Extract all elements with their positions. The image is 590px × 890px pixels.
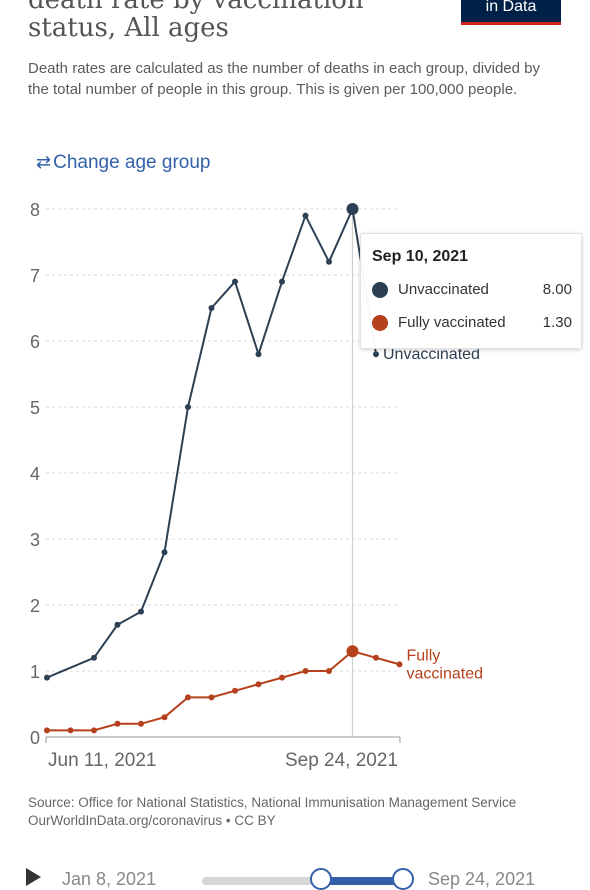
source-text: Source: Office for National Statistics, …: [28, 795, 517, 810]
timeline-track[interactable]: [202, 877, 412, 885]
data-point: [161, 714, 168, 721]
data-point: [302, 668, 309, 674]
y-tick-label: 3: [30, 530, 40, 550]
timeline-slider[interactable]: Jan 8, 2021 Sep 24, 2021: [0, 862, 590, 890]
data-point: [114, 720, 121, 727]
series-color-dot: [372, 282, 388, 298]
data-point: [161, 549, 168, 556]
timeline-selected-range[interactable]: [320, 877, 402, 885]
data-point: [255, 681, 262, 688]
data-point: [67, 727, 74, 734]
y-tick-label: 6: [30, 332, 40, 352]
tooltip-series-name: Fully vaccinated: [398, 314, 506, 331]
data-point: [279, 674, 285, 681]
x-tick-label: Jun 11, 2021: [48, 750, 156, 771]
data-point: [232, 278, 238, 285]
chart-source: Source: Office for National Statistics, …: [28, 794, 548, 830]
change-age-group-button[interactable]: ⇄ Change age group: [36, 152, 211, 174]
tooltip-row-fully-vaccinated: Fully vaccinated 1.30: [372, 314, 572, 334]
play-icon[interactable]: [26, 868, 41, 886]
data-point: [326, 258, 332, 265]
y-tick-label: 2: [30, 596, 40, 616]
data-point: [302, 212, 309, 219]
series-label: Fully vaccinated: [407, 647, 484, 682]
x-tick-label: Sep 24, 2021: [285, 750, 398, 771]
timeline-start-handle[interactable]: [310, 868, 332, 890]
data-point: [326, 668, 332, 674]
data-point: [208, 305, 215, 311]
tooltip-series-value: 1.30: [542, 314, 572, 331]
line-chart[interactable]: 0 1 2 3 4 5 6 7 8 Jun 11, 2021 Sep 24, 2021 Unvacci…: [0, 195, 590, 785]
tooltip-row-unvaccinated: Unvaccinated 8.00: [372, 281, 572, 301]
data-point: [373, 654, 379, 661]
timeline-end-label: Sep 24, 2021: [428, 869, 536, 889]
data-point: [346, 203, 359, 215]
license-link[interactable]: CC BY: [234, 813, 276, 828]
data-point: [346, 645, 359, 658]
data-point: [91, 727, 97, 734]
data-point: [279, 278, 285, 285]
source-separator: •: [222, 813, 235, 828]
data-point: [208, 694, 215, 701]
data-point: [114, 621, 121, 628]
series-line: [47, 650, 400, 732]
swap-arrows-icon: ⇄: [36, 152, 52, 172]
series-label: Unvaccinated: [383, 346, 480, 363]
series-color-dot: [372, 315, 388, 331]
owid-logo[interactable]: in Data: [461, 0, 561, 25]
tooltip-series-value: 8.00: [542, 281, 572, 298]
data-point: [44, 674, 50, 681]
y-tick-label: 1: [30, 662, 40, 682]
data-point: [396, 661, 403, 668]
change-age-group-label: Change age group: [53, 152, 211, 173]
tooltip-series-name: Unvaccinated: [398, 281, 489, 298]
chart-subtitle: Death rates are calculated as the number…: [28, 60, 540, 98]
y-tick-label: 7: [30, 266, 40, 286]
series-line: [46, 205, 377, 679]
data-point: [255, 351, 262, 358]
y-tick-label: 8: [30, 200, 40, 220]
data-point: [373, 351, 379, 358]
y-tick-label: 5: [30, 398, 40, 418]
chart-tooltip: Sep 10, 2021 Unvaccinated 8.00 Fully vac…: [360, 233, 582, 349]
data-point: [185, 404, 191, 410]
data-point: [138, 608, 144, 615]
timeline-start-label: Jan 8, 2021: [62, 869, 157, 889]
y-tick-label: 0: [30, 728, 40, 748]
data-point: [44, 727, 50, 734]
chart-title: death rate by vaccination status, All ag…: [28, 0, 364, 43]
data-point: [232, 687, 238, 694]
data-point: [185, 694, 191, 701]
data-point: [138, 720, 144, 727]
source-link[interactable]: OurWorldInData.org/coronavirus: [28, 813, 223, 828]
y-tick-label: 4: [30, 464, 40, 484]
data-point: [91, 654, 97, 661]
tooltip-date: Sep 10, 2021: [372, 248, 469, 265]
timeline-end-handle[interactable]: [392, 868, 414, 890]
